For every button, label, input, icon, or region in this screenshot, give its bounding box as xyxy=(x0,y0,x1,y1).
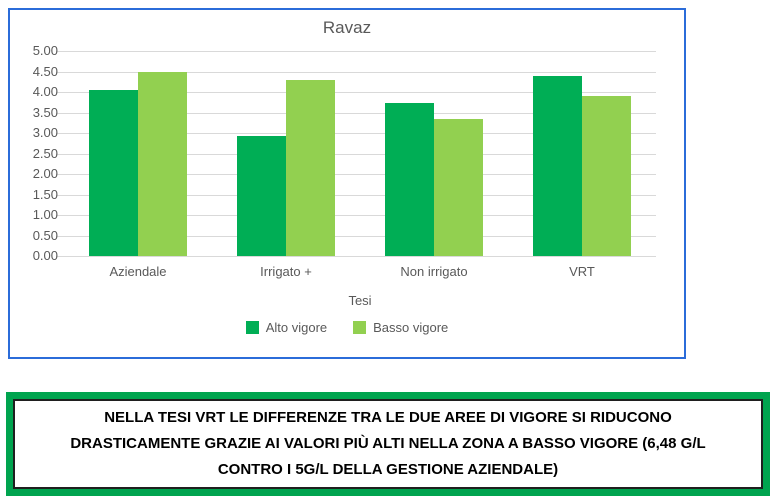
bar-alto-vigore-irrigato- xyxy=(237,135,286,256)
gridline xyxy=(56,235,656,237)
bar-alto-vigore-non-irrigato xyxy=(385,103,434,256)
bar-alto-vigore-vrt xyxy=(533,76,582,256)
gridline xyxy=(56,133,656,134)
bar-basso-vigore-irrigato- xyxy=(286,79,335,256)
gridline xyxy=(56,112,656,114)
x-axis-title: Tesi xyxy=(348,293,372,308)
y-tick-label: 0.00 xyxy=(32,248,58,263)
y-tick-label: 4.00 xyxy=(32,84,58,99)
y-tick-label: 0.50 xyxy=(32,227,58,243)
legend-item-basso-vigore: Basso vigore xyxy=(353,320,448,335)
gridline xyxy=(56,194,656,196)
legend-label: Alto vigore xyxy=(265,320,328,335)
y-tick-label: 2.00 xyxy=(32,166,58,181)
y-tick-label: 5.00 xyxy=(32,43,58,58)
x-category-label: Irrigato + xyxy=(260,264,312,279)
y-tick-label: 1.00 xyxy=(32,207,58,222)
bar-basso-vigore-vrt xyxy=(582,96,631,256)
plot-area xyxy=(56,51,656,257)
gridline xyxy=(56,215,656,216)
gridline xyxy=(56,71,656,73)
gridline xyxy=(56,92,656,93)
x-category-label: Aziendale xyxy=(109,264,167,279)
chart-title: Ravaz xyxy=(322,18,372,37)
y-tick-label: 3.00 xyxy=(32,125,58,140)
bar-basso-vigore-non-irrigato xyxy=(434,119,483,256)
gridline xyxy=(56,256,656,257)
bar-alto-vigore-aziendale xyxy=(89,89,138,256)
gridline xyxy=(56,51,656,52)
y-tick-label: 1.50 xyxy=(32,186,58,202)
caption-inner-frame: NELLA TESI VRT LE DIFFERENZE TRA LE DUE … xyxy=(13,399,763,489)
ravaz-chart: Ravaz 0.00 0.50 1.00 1.50 2.00 2.50 3.00 3.50 4.… xyxy=(8,8,686,359)
bar-basso-vigore-aziendale xyxy=(138,72,187,256)
legend-swatch-icon xyxy=(353,321,367,334)
gridline xyxy=(56,153,656,155)
y-tick-label: 3.50 xyxy=(32,104,58,120)
gridline xyxy=(56,174,656,175)
y-tick-label: 2.50 xyxy=(32,145,58,161)
x-category-label: VRT xyxy=(569,264,595,279)
y-tick-label: 4.50 xyxy=(32,63,58,79)
legend-item-alto-vigore: Alto vigore xyxy=(245,320,328,335)
legend-label: Basso vigore xyxy=(373,320,449,335)
legend: Alto vigore Basso vigore xyxy=(10,320,684,335)
caption-box: NELLA TESI VRT LE DIFFERENZE TRA LE DUE … xyxy=(6,392,770,496)
x-category-label: Non irrigato xyxy=(400,264,468,279)
caption-text: NELLA TESI VRT LE DIFFERENZE TRA LE DUE … xyxy=(70,409,706,478)
legend-swatch-icon xyxy=(245,321,259,334)
